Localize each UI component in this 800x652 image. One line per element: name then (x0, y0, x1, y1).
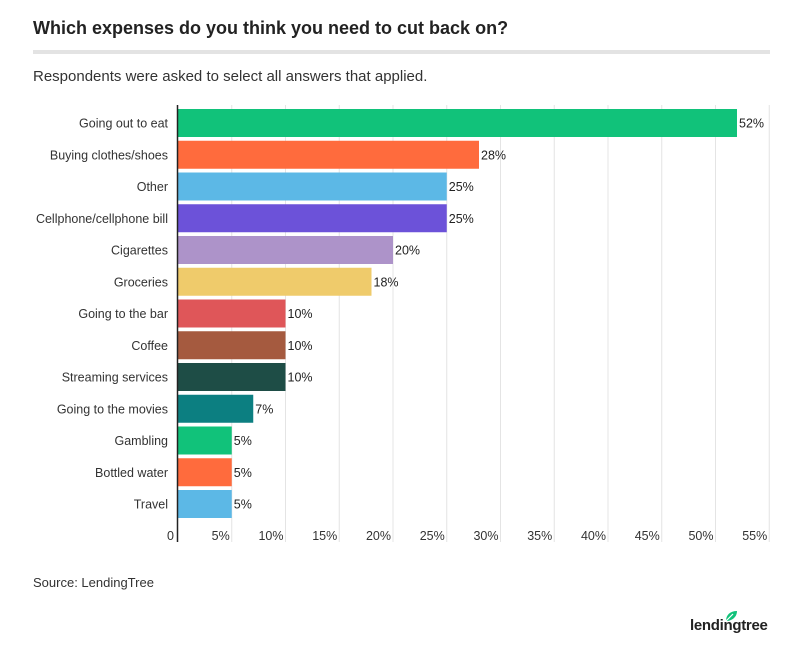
data-label: 10% (288, 307, 313, 321)
bar-8 (178, 363, 286, 391)
data-label: 10% (288, 339, 313, 353)
leaf-icon (725, 611, 737, 622)
bar-9 (178, 394, 254, 423)
category-label: Going to the bar (78, 307, 168, 321)
category-label: Other (137, 180, 168, 194)
data-label: 52% (739, 117, 764, 131)
source-note: Source: LendingTree (33, 575, 154, 590)
data-label: 5% (234, 434, 252, 448)
bar-10 (178, 426, 232, 455)
bar-3 (178, 204, 447, 233)
x-tick-label: 55% (742, 529, 767, 543)
data-label: 28% (481, 148, 506, 162)
bar-2 (178, 172, 447, 201)
chart-subtitle: Respondents were asked to select all ans… (33, 68, 428, 85)
category-label: Bottled water (95, 466, 168, 480)
category-label: Cigarettes (111, 244, 168, 258)
lendingtree-logo: lendingtree (690, 610, 780, 636)
category-label: Coffee (131, 339, 168, 353)
category-label: Going out to eat (79, 117, 168, 131)
bar-4 (178, 236, 393, 264)
x-axis-tick-labels: 0 5% 10% 15% 20% 25% 30% 35% 40% 45% 50% 55% (167, 529, 767, 543)
chart-title: Which expenses do you think you need to … (33, 18, 509, 38)
category-label: Travel (134, 498, 168, 512)
bar-5 (178, 267, 372, 296)
x-tick-label: 0 (167, 529, 174, 543)
category-label: Cellphone/cellphone bill (36, 212, 168, 226)
x-tick-label: 45% (635, 529, 660, 543)
category-label: Buying clothes/shoes (50, 148, 168, 162)
data-label: 10% (288, 371, 313, 385)
logo-text: lendingtree (690, 617, 768, 634)
data-label: 5% (234, 466, 252, 480)
x-tick-label: 5% (212, 529, 230, 543)
bar-1 (178, 140, 479, 169)
title-divider (33, 50, 770, 54)
category-label: Groceries (114, 275, 168, 289)
category-labels: Going out to eat Buying clothes/shoes Othe… (36, 117, 169, 512)
data-label: 25% (449, 212, 474, 226)
category-label: Gambling (115, 434, 169, 448)
x-tick-label: 25% (420, 529, 445, 543)
data-label: 7% (255, 402, 273, 416)
bars (178, 109, 737, 518)
data-label: 18% (374, 275, 399, 289)
category-label: Going to the movies (57, 402, 168, 416)
bar-12 (178, 490, 232, 518)
bar-7 (178, 331, 286, 360)
x-tick-label: 30% (473, 529, 498, 543)
x-tick-label: 35% (527, 529, 552, 543)
x-tick-label: 50% (688, 529, 713, 543)
bar-11 (178, 458, 232, 487)
grid-lines (231, 105, 770, 542)
bar-6 (178, 299, 286, 328)
category-label: Streaming services (62, 371, 168, 385)
data-label: 25% (449, 180, 474, 194)
x-tick-label: 15% (312, 529, 337, 543)
data-label: 5% (234, 498, 252, 512)
x-tick-label: 20% (366, 529, 391, 543)
data-label: 20% (395, 244, 420, 258)
bar-0 (178, 109, 737, 137)
value-labels: 52% 28% 25% 25% 20% 18% 10% 10% 10% 7% 5% 5% 5% (234, 117, 764, 512)
x-tick-label: 40% (581, 529, 606, 543)
x-tick-label: 10% (258, 529, 283, 543)
